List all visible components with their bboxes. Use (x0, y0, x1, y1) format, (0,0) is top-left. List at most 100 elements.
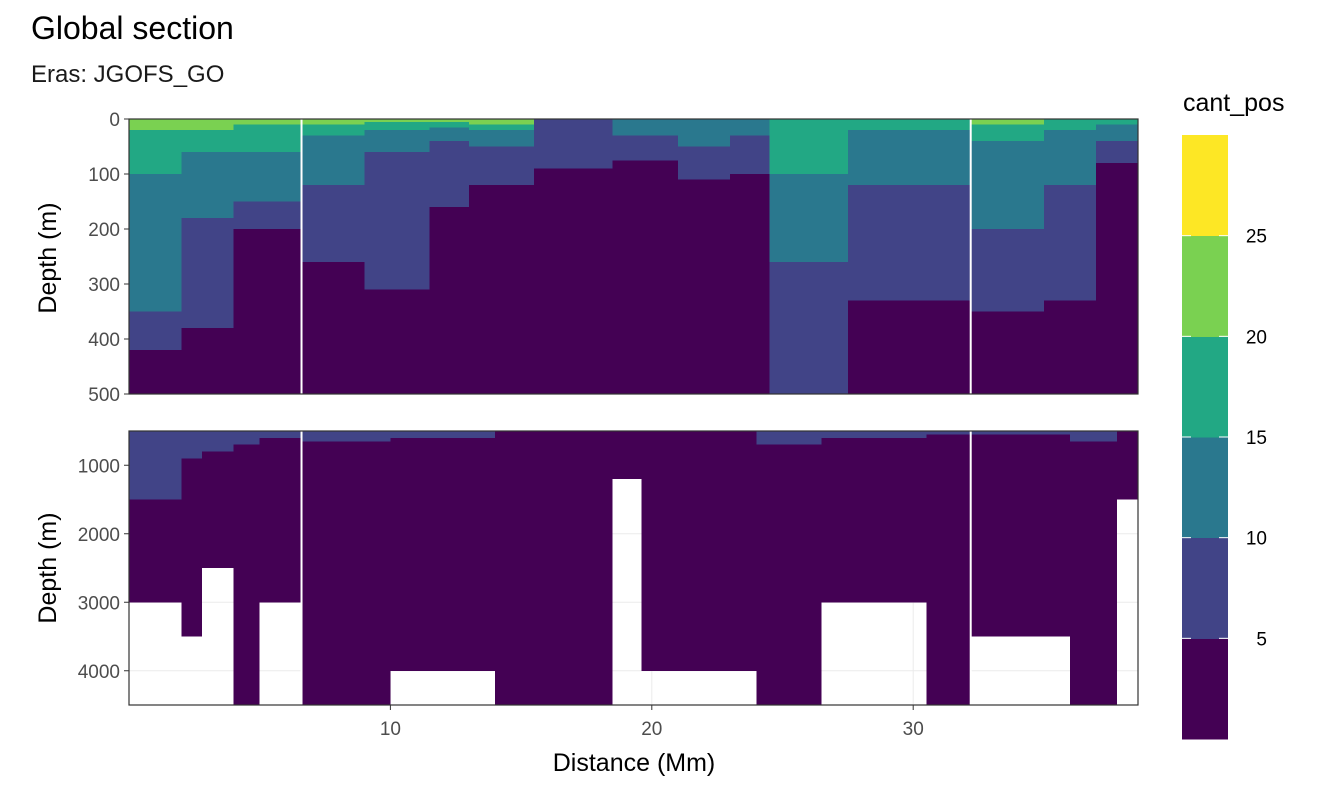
y-tick-label: 500 (88, 385, 120, 406)
section-cell (1070, 431, 1118, 442)
section-cell (970, 119, 1044, 125)
section-cell (468, 119, 535, 125)
section-cell (364, 119, 430, 122)
legend-swatch (1182, 638, 1228, 740)
legend: cant_pos 5 10 15 20 25 (1182, 89, 1284, 740)
section-cell (233, 152, 302, 202)
section-cell (847, 130, 971, 185)
y-axis-title-lower: Depth (m) (34, 512, 62, 623)
x-axis-title: Distance (Mm) (553, 749, 716, 777)
y-tick-label: 300 (88, 275, 120, 296)
section-cell (181, 328, 234, 394)
section-cell (364, 152, 430, 290)
legend-title: cant_pos (1183, 89, 1284, 117)
legend-swatch (1182, 235, 1228, 337)
y-tick-label: 100 (88, 165, 120, 186)
section-cell (926, 434, 971, 705)
section-cell (677, 119, 731, 147)
section-cell (429, 207, 469, 394)
section-cell (202, 431, 234, 452)
section-cell (534, 168, 613, 394)
section-cell (468, 130, 535, 147)
section-cell (129, 130, 182, 174)
y-tick-label: 1000 (78, 456, 120, 477)
section-cell (769, 262, 848, 394)
section-cell (301, 441, 391, 705)
section-cell (970, 124, 1044, 141)
legend-label: 20 (1246, 327, 1267, 348)
section-cell (181, 119, 234, 130)
section-cell (1070, 441, 1118, 705)
section-cell (641, 431, 757, 671)
section-cell (233, 124, 302, 152)
chart-title: Global section (31, 10, 234, 46)
section-cell (970, 229, 1044, 312)
legend-label: 5 (1256, 629, 1267, 650)
section-cell (730, 174, 770, 394)
legend-swatch (1182, 537, 1228, 639)
section-cell (677, 146, 731, 180)
section-cell (233, 444, 260, 705)
section-cell (233, 119, 302, 125)
section-cell (534, 119, 613, 169)
section-cell (301, 119, 365, 125)
section-cell (364, 289, 430, 394)
section-cell (233, 201, 302, 229)
section-cell (769, 174, 848, 262)
section-cell (612, 119, 678, 136)
section-cell (970, 434, 1071, 637)
section-cell (301, 431, 391, 442)
section-cell (390, 437, 495, 671)
y-tick-label: 0 (109, 110, 120, 131)
section-cell (970, 431, 1071, 435)
section-cell (494, 431, 613, 705)
section-cell (364, 130, 430, 152)
section-cell (301, 262, 365, 394)
section-cell (612, 431, 642, 479)
section-cell (1117, 431, 1138, 500)
y-tick-label: 3000 (78, 593, 120, 614)
x-tick-label: 10 (380, 719, 401, 740)
section-cell (1096, 163, 1138, 394)
section-cell (730, 119, 770, 136)
section-cell (1043, 119, 1097, 130)
chart-subtitle: Eras: JGOFS_GO (31, 61, 225, 88)
section-cell (847, 119, 971, 130)
section-cell (259, 431, 302, 438)
section-cell (468, 124, 535, 130)
section-cell (730, 135, 770, 174)
section-cell (612, 135, 678, 161)
section-cell (926, 431, 971, 435)
section-cell (1043, 130, 1097, 185)
section-cell (429, 121, 469, 128)
section-cell (769, 119, 848, 174)
section-cell (181, 152, 234, 218)
y-tick-label: 400 (88, 330, 120, 351)
section-cell (301, 124, 365, 136)
section-cell (612, 160, 678, 394)
legend-swatch (1182, 135, 1228, 237)
section-cell (233, 431, 260, 445)
y-axis-title-upper: Depth (m) (34, 202, 62, 313)
y-tick-label: 200 (88, 220, 120, 241)
section-cell (181, 218, 234, 328)
section-cell (1096, 124, 1138, 141)
section-cell (970, 311, 1044, 394)
section-cell (390, 431, 495, 438)
y-tick-label: 2000 (78, 525, 120, 546)
section-cell (429, 119, 469, 122)
section-cell (129, 431, 182, 500)
section-cell (233, 229, 302, 394)
section-cell (468, 185, 535, 394)
panel-lower: 1000 2000 3000 4000 (78, 430, 1139, 706)
section-cell (1043, 300, 1097, 394)
legend-label: 15 (1246, 428, 1267, 449)
section-cell (129, 174, 182, 312)
x-axis: 10 20 30 (380, 705, 924, 740)
legend-swatch (1182, 336, 1228, 438)
section-cell (129, 311, 182, 350)
section-cell (429, 141, 469, 207)
legend-label: 10 (1246, 529, 1267, 550)
section-cell (202, 451, 234, 568)
